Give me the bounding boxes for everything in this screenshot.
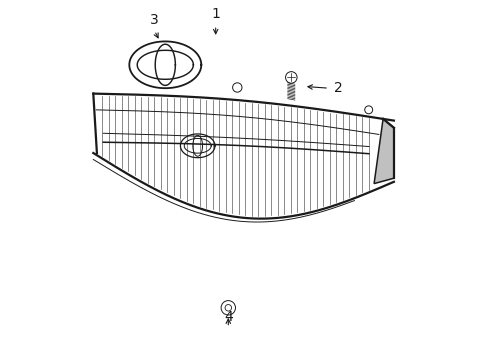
- Text: 1: 1: [211, 8, 220, 21]
- Text: 2: 2: [333, 81, 342, 95]
- Polygon shape: [373, 119, 393, 184]
- Text: 4: 4: [224, 310, 232, 324]
- Text: 3: 3: [150, 13, 159, 27]
